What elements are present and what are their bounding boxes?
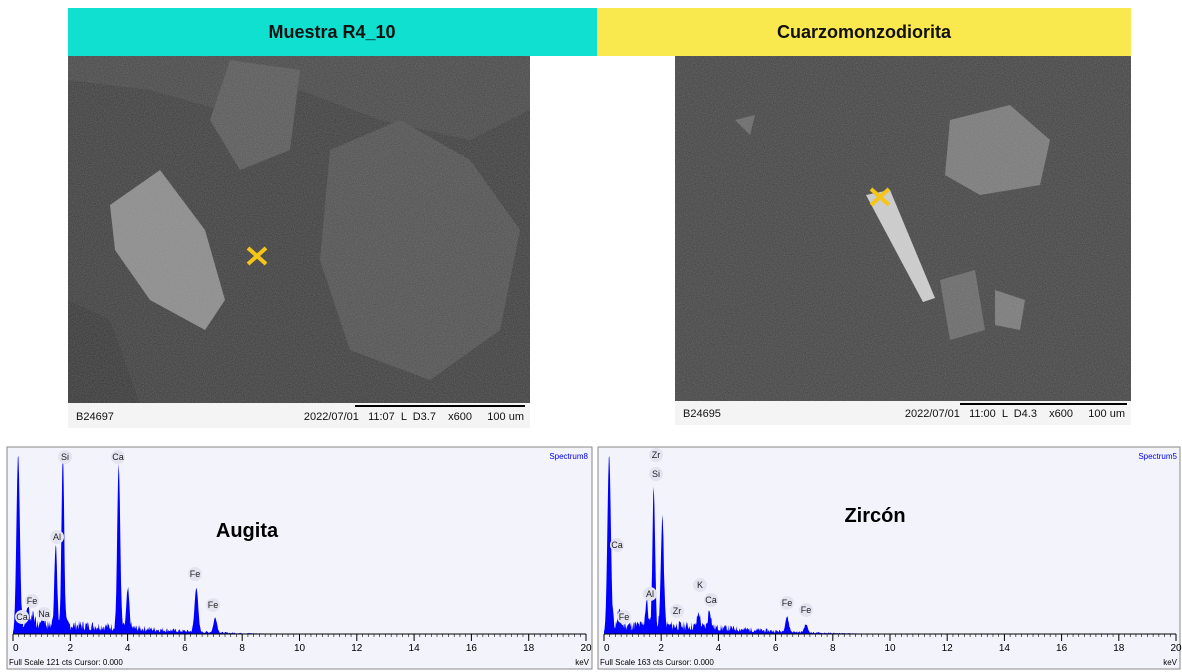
- peak-label-bg: [704, 593, 718, 607]
- peak-label-bg: [25, 594, 39, 608]
- peak-label: Zr: [652, 450, 661, 460]
- tick-label: 20: [1170, 643, 1182, 654]
- peak-label: Ca: [16, 612, 28, 622]
- tick-label: 12: [351, 643, 363, 654]
- peak-label: Si: [652, 469, 660, 479]
- peak-label-bg: [780, 596, 794, 610]
- peak-label-bg: [610, 538, 624, 552]
- peak-label-bg: [799, 603, 813, 617]
- tick-label: 10: [884, 643, 896, 654]
- spectrum-title: Spectrum5: [1138, 452, 1177, 461]
- peak-label: K: [697, 580, 703, 590]
- peak-label: Ca: [611, 540, 623, 550]
- tick-label: 14: [999, 643, 1011, 654]
- tick-label: 18: [523, 643, 535, 654]
- header-right-bg: [597, 8, 1131, 56]
- peak-label: Zr: [673, 606, 682, 616]
- tick-label: 16: [1056, 643, 1068, 654]
- peak-label-bg: [649, 467, 663, 481]
- peak-label-bg: [50, 530, 64, 544]
- peak-label-bg: [206, 598, 220, 612]
- tick-label: 0: [13, 643, 19, 654]
- tick-label: 4: [716, 643, 722, 654]
- peak-label: Fe: [190, 569, 201, 579]
- spectrum-curve: [604, 455, 1176, 634]
- peak-label-bg: [670, 604, 684, 618]
- header-left: Muestra R4_10: [268, 22, 395, 42]
- tick-label: 20: [580, 643, 592, 654]
- peak-label-bg: [643, 587, 657, 601]
- marker: [869, 187, 891, 207]
- spectrum-panel: 0 2 4 6 8 10 12 14 16 18 20ZrSiCaAlZrKCaFeFeFeSpec…: [597, 446, 1182, 670]
- peak-label-bg: [649, 448, 663, 462]
- spectrum-title: Spectrum8: [549, 452, 588, 461]
- peak-label-bg: [37, 607, 51, 621]
- peak-label: Fe: [801, 605, 812, 615]
- unit: keV: [575, 658, 589, 667]
- mineral-label: Augita: [216, 520, 279, 542]
- tick-label: 10: [294, 643, 306, 654]
- peak-label-bg: [188, 567, 202, 581]
- tick-label: 16: [466, 643, 478, 654]
- image-id: B24697: [76, 411, 114, 423]
- tick-label: 8: [239, 643, 245, 654]
- header-right: Cuarzomonzodiorita: [777, 22, 952, 42]
- sem-image-right: B24695 2022/07/01 11:00 L D4.3 x600 100 …: [675, 56, 1131, 425]
- tick-label: 2: [68, 643, 74, 654]
- image-info: 2022/07/01 11:07 L D3.7 x600 100 um: [304, 411, 524, 423]
- peak-label-bg: [617, 610, 631, 624]
- peak-label-bg: [693, 578, 707, 592]
- peak-label: Si: [61, 452, 69, 462]
- tick-label: 2: [658, 643, 664, 654]
- marker: [246, 246, 268, 266]
- peak-label-bg: [15, 610, 29, 624]
- image-id: B24695: [683, 408, 721, 420]
- tick-label: 12: [942, 643, 954, 654]
- peak-label: Fe: [782, 598, 793, 608]
- peak-label: Al: [646, 589, 654, 599]
- tick-label: 4: [125, 643, 131, 654]
- header-left-bg: [68, 8, 597, 56]
- peak-label: Al: [53, 532, 61, 542]
- peak-label: Na: [38, 609, 50, 619]
- tick-label: 14: [409, 643, 421, 654]
- spectrum-footer: Full Scale 163 cts Cursor: 0.000: [600, 658, 714, 667]
- sem-image-left: B24697 2022/07/01 11:07 L D3.7 x600 100 …: [68, 56, 530, 428]
- spectrum-footer: Full Scale 121 cts Cursor: 0.000: [9, 658, 123, 667]
- image-info: 2022/07/01 11:00 L D4.3 x600 100 um: [905, 408, 1125, 420]
- tick-label: 18: [1113, 643, 1125, 654]
- tick-label: 6: [182, 643, 188, 654]
- peak-label: Fe: [619, 612, 630, 622]
- peak-label: Ca: [112, 452, 124, 462]
- peak-label: Fe: [27, 596, 38, 606]
- tick-label: 6: [773, 643, 779, 654]
- peak-label: Fe: [208, 600, 219, 610]
- peak-label-bg: [58, 450, 72, 464]
- tick-label: 8: [830, 643, 836, 654]
- tick-label: 0: [604, 643, 610, 654]
- peak-label: Ca: [705, 595, 717, 605]
- mineral-label: Zircón: [844, 505, 905, 527]
- peak-label-bg: [111, 450, 125, 464]
- unit: keV: [1163, 658, 1177, 667]
